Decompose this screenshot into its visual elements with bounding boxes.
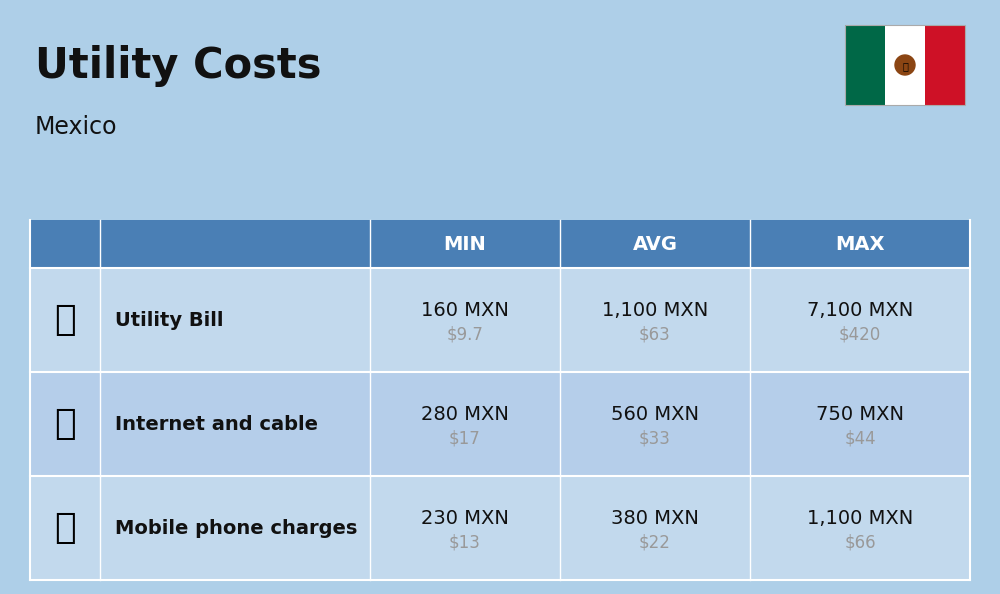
Text: MIN: MIN (444, 235, 486, 254)
Text: $33: $33 (639, 429, 671, 447)
Text: $9.7: $9.7 (447, 325, 483, 343)
Bar (30, 476, 970, 580)
Text: 7,100 MXN: 7,100 MXN (807, 302, 913, 321)
Text: 1,100 MXN: 1,100 MXN (807, 510, 913, 529)
Text: 560 MXN: 560 MXN (611, 406, 699, 425)
Text: 1,100 MXN: 1,100 MXN (602, 302, 708, 321)
Text: $22: $22 (639, 533, 671, 551)
Bar (845, 25, 885, 105)
Text: 380 MXN: 380 MXN (611, 510, 699, 529)
Text: 🔌: 🔌 (54, 303, 76, 337)
Text: $13: $13 (449, 533, 481, 551)
Text: $63: $63 (639, 325, 671, 343)
Bar (885, 25, 925, 105)
Bar (30, 268, 970, 372)
Text: Utility Costs: Utility Costs (35, 45, 322, 87)
Text: Mobile phone charges: Mobile phone charges (115, 519, 357, 538)
Text: MAX: MAX (835, 235, 885, 254)
Text: 280 MXN: 280 MXN (421, 406, 509, 425)
Text: Internet and cable: Internet and cable (115, 415, 318, 434)
Text: 📡: 📡 (54, 407, 76, 441)
Circle shape (895, 55, 915, 75)
Text: 🦅: 🦅 (902, 61, 908, 71)
Text: AVG: AVG (633, 235, 678, 254)
Bar (30, 220, 970, 268)
Text: 750 MXN: 750 MXN (816, 406, 904, 425)
Text: Utility Bill: Utility Bill (115, 311, 224, 330)
Text: $66: $66 (844, 533, 876, 551)
Bar (30, 372, 970, 476)
Text: 📱: 📱 (54, 511, 76, 545)
Text: 230 MXN: 230 MXN (421, 510, 509, 529)
Bar (925, 25, 965, 105)
Bar (845, 25, 965, 105)
Text: $17: $17 (449, 429, 481, 447)
Text: 160 MXN: 160 MXN (421, 302, 509, 321)
Text: $44: $44 (844, 429, 876, 447)
Text: $420: $420 (839, 325, 881, 343)
Text: Mexico: Mexico (35, 115, 118, 139)
